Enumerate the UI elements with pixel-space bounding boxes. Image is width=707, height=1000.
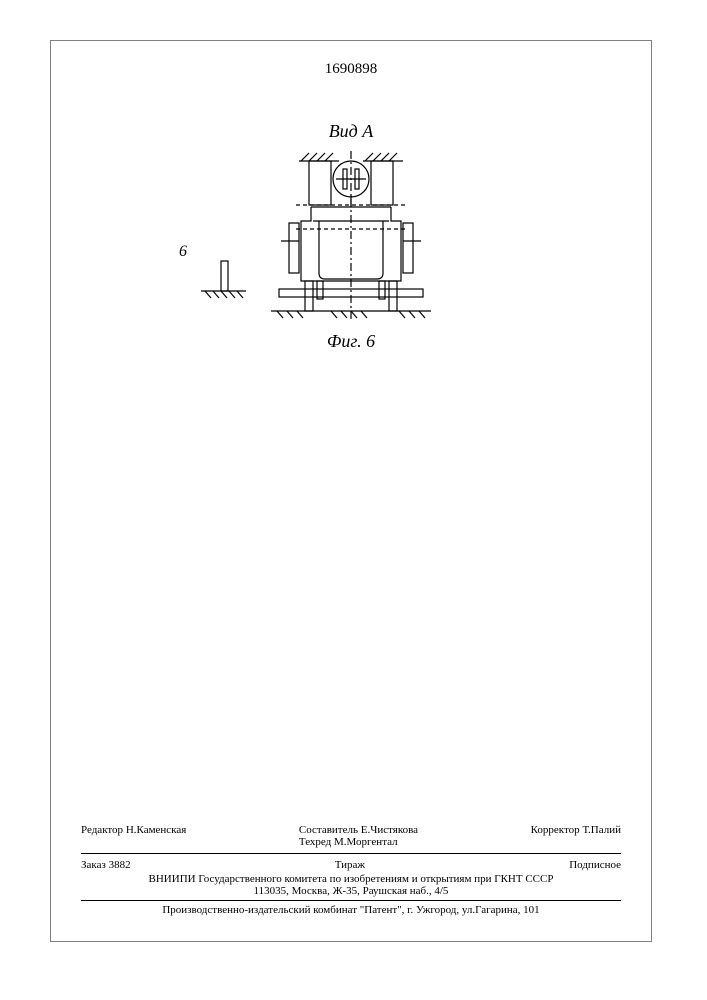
figure-caption: Фиг. 6 [51,331,651,352]
tech-name: М.Моргентал [334,836,398,848]
order-label: Заказ [81,859,106,871]
compiler-name: Е.Чистякова [361,824,418,836]
callout-label-6: 6 [179,243,187,261]
circulation-label: Тираж [335,859,365,871]
footer-order-row: Заказ 3882 Тираж Подписное [81,857,621,873]
corrector-cell: Корректор Т.Палий [531,824,621,848]
footer-credits-row1: Редактор Н.Каменская Составитель Е.Чистя… [81,822,621,850]
page-frame: 1690898 Вид А 6 [50,40,652,942]
org-line1: ВНИИПИ Государственного комитета по изоб… [81,873,621,885]
patent-number: 1690898 [51,61,651,78]
compiler-label: Составитель [299,824,358,836]
corrector-label: Корректор [531,824,580,836]
editor-label: Редактор [81,824,123,836]
tech-label: Техред [299,836,331,848]
compiler-tech-cell: Составитель Е.Чистякова Техред М.Моргент… [299,824,418,848]
figure-6-drawing [201,151,501,321]
view-label: Вид А [51,121,651,142]
order-number: 3882 [109,859,131,871]
footer-block: Редактор Н.Каменская Составитель Е.Чистя… [81,822,621,916]
subscription-label: Подписное [569,859,621,871]
footer-separator-2 [81,900,621,901]
printer-line: Производственно-издательский комбинат "П… [81,904,621,916]
order-cell: Заказ 3882 [81,859,131,871]
footer-separator-1 [81,853,621,854]
editor-cell: Редактор Н.Каменская [81,824,186,848]
editor-name: Н.Каменская [126,824,187,836]
org-line2: 113035, Москва, Ж-35, Раушская наб., 4/5 [81,885,621,897]
corrector-name: Т.Палий [582,824,621,836]
